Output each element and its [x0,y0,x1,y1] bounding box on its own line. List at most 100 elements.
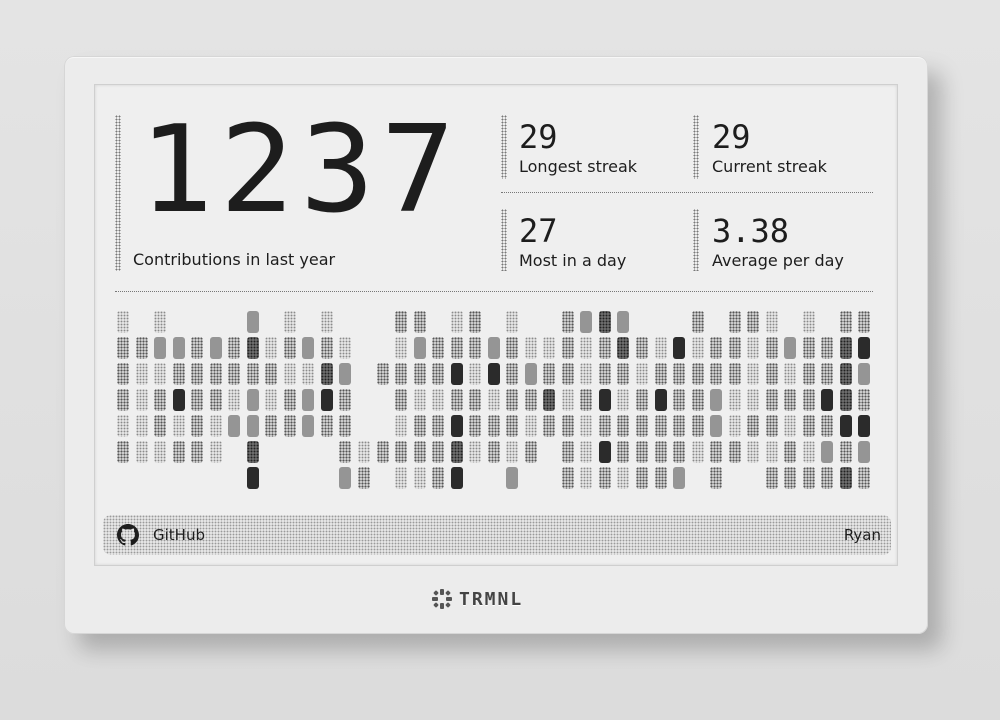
contribution-cell [506,363,518,385]
contribution-cell [710,363,722,385]
contribution-cell [784,467,796,489]
contribution-cell [543,363,555,385]
contribution-cell [154,337,166,359]
contribution-cell [729,311,741,333]
contribution-cell [117,337,129,359]
contribution-cell [858,415,870,437]
contribution-cell [617,467,629,489]
contribution-cell [432,415,444,437]
contribution-cell [673,441,685,463]
footer-bar: GitHub Ryan [103,515,891,555]
contribution-cell [339,389,351,411]
source-label: GitHub [153,526,205,544]
contribution-cell [599,415,611,437]
contribution-cell [673,467,685,489]
contribution-cell [710,337,722,359]
contribution-cell [766,311,778,333]
contribution-cell [803,363,815,385]
contribution-cell [451,415,463,437]
contribution-cell [173,389,185,411]
stat-accent-bar [501,115,507,179]
contribution-cell [655,337,667,359]
contribution-cell [525,389,537,411]
contribution-cell [395,441,407,463]
contribution-cell [636,337,648,359]
contribution-cell [339,441,351,463]
contribution-cell [191,415,203,437]
contribution-cell [247,337,259,359]
contribution-cell [840,337,852,359]
brand-logo: TRMNL [431,588,523,610]
contribution-cell [599,389,611,411]
longest-streak-value: 29 [519,118,558,156]
stat-accent-bar [501,209,507,271]
contribution-cell [414,441,426,463]
contribution-cell [506,389,518,411]
contribution-cell [339,363,351,385]
contribution-cell [821,363,833,385]
contribution-cell [265,363,277,385]
average-per-day-label: Average per day [712,251,844,270]
contribution-cell [191,363,203,385]
contribution-cell [228,337,240,359]
github-icon [117,524,139,546]
contribution-cell [562,337,574,359]
contribution-cell [395,337,407,359]
contribution-cell [265,337,277,359]
contribution-cell [525,363,537,385]
contribution-cell [210,337,222,359]
contribution-cell [117,389,129,411]
contribution-cell [840,441,852,463]
contribution-cell [247,389,259,411]
contribution-cell [525,441,537,463]
contribution-cell [655,415,667,437]
contribution-cell [210,415,222,437]
contribution-cell [821,441,833,463]
contribution-cell [580,467,592,489]
contribution-cell [321,389,333,411]
contribution-cell [339,337,351,359]
contribution-cell [395,311,407,333]
contribution-cell [247,311,259,333]
contribution-cell [302,337,314,359]
contribution-cell [617,389,629,411]
contribution-cell [451,363,463,385]
contribution-cell [469,363,481,385]
contribution-cell [173,337,185,359]
contribution-cell [117,415,129,437]
contribution-cell [562,441,574,463]
contribution-cell [766,441,778,463]
contribution-cell [655,467,667,489]
contribution-cell [747,311,759,333]
contribution-cell [543,389,555,411]
contribution-cell [302,415,314,437]
contribution-cell [136,441,148,463]
contribution-cell [395,467,407,489]
contribution-cell [265,389,277,411]
contribution-cell [562,311,574,333]
most-in-a-day-label: Most in a day [519,251,627,270]
contribution-cell [543,337,555,359]
contribution-cell [451,467,463,489]
contribution-cell [154,363,166,385]
contribution-cell [154,415,166,437]
contribution-cell [710,441,722,463]
contribution-cell [117,441,129,463]
contribution-cell [488,441,500,463]
contribution-cell [191,389,203,411]
contribution-cell [506,415,518,437]
total-contributions-label: Contributions in last year [133,250,336,269]
contribution-cell [673,389,685,411]
contribution-cell [636,389,648,411]
contribution-cell [784,363,796,385]
contribution-cell [136,389,148,411]
contribution-cell [858,311,870,333]
contribution-cell [321,415,333,437]
contribution-cell [784,441,796,463]
contribution-cell [414,415,426,437]
contribution-cell [228,415,240,437]
contribution-cell [321,337,333,359]
contribution-cell [840,363,852,385]
contribution-cell [210,441,222,463]
contribution-cell [414,467,426,489]
